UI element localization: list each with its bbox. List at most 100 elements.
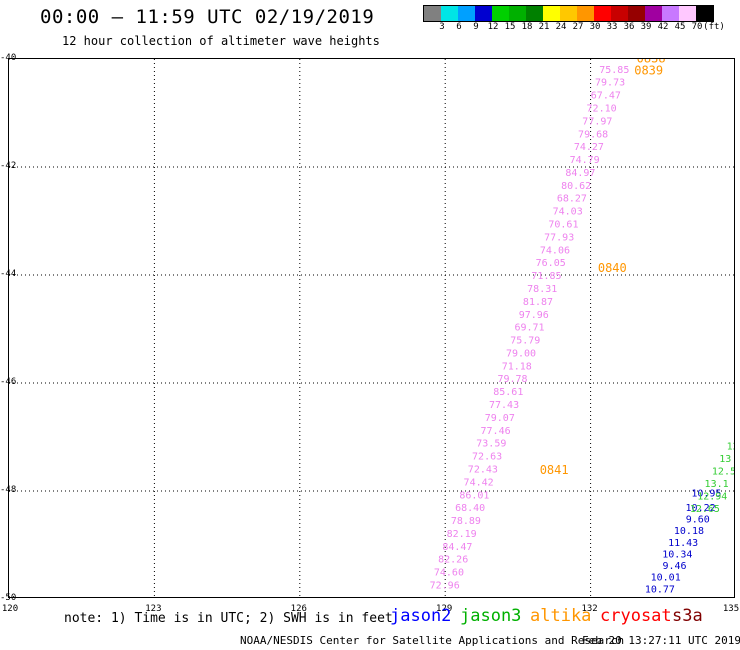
altika-swh-value: 85.61 <box>493 387 523 398</box>
altika-time-label: 0838 <box>637 59 666 66</box>
altika-swh-value: 72.96 <box>430 581 460 592</box>
colorbar-swatch <box>696 6 713 21</box>
longitude-label: 132 <box>581 604 598 614</box>
colorbar-label: 6 <box>456 22 462 32</box>
jason3-swh-value: 12.5 <box>712 467 734 478</box>
colorbar-label: 12 <box>487 22 499 32</box>
legend-altika: altika <box>530 606 592 626</box>
colorbar-swatch <box>509 6 526 21</box>
colorbar-labels: 3 6 9 12 15 18 21 24 27 30 33 36 39 42 45 70 (ft) <box>423 22 740 34</box>
altika-swh-value: 79.78 <box>497 374 527 385</box>
colorbar-label: 9 <box>473 22 479 32</box>
colorbar-label: 30 <box>589 22 601 32</box>
colorbar-label: 27 <box>572 22 584 32</box>
altika-swh-value: 73.59 <box>476 439 506 450</box>
jason2-swh-value: 11.43 <box>668 538 698 549</box>
legend-jason2: jason2 <box>390 606 452 626</box>
altika-swh-value: 76.05 <box>536 258 566 269</box>
note-text: note: 1) Time is in UTC; 2) SWH is in fe… <box>64 611 393 626</box>
colorbar-swatch <box>492 6 509 21</box>
colorbar-swatch <box>543 6 560 21</box>
map-plot-area: 75.85 79.73 67.47 72.10 77.97 79.68 74.27 74.79… <box>8 58 735 598</box>
altika-swh-value: 84.97 <box>565 168 595 179</box>
colorbar-label: 70 <box>691 22 703 32</box>
altika-swh-value: 81.87 <box>523 297 553 308</box>
colorbar-swatch <box>424 6 441 21</box>
jason2-swh-value: 10.77 <box>645 584 675 595</box>
jason2-swh-value: 10.01 <box>651 573 681 584</box>
altika-swh-value: 68.40 <box>455 503 485 514</box>
legend-cryosat: cryosat <box>600 606 672 626</box>
altika-swh-value: 77.43 <box>489 400 519 411</box>
altika-swh-value: 78.31 <box>527 284 557 295</box>
altika-swh-value: 97.96 <box>519 310 549 321</box>
altika-swh-value: 72.10 <box>587 103 617 114</box>
colorbar-swatch <box>577 6 594 21</box>
altika-swh-value: 74.27 <box>574 142 604 153</box>
footer-credit: NOAA/NESDIS Center for Satellite Applica… <box>240 634 625 647</box>
colorbar-label: 36 <box>623 22 635 32</box>
colorbar-label: 39 <box>640 22 652 32</box>
altika-swh-value: 74.42 <box>464 477 494 488</box>
altika-swh-value: 77.93 <box>544 232 574 243</box>
map-subtitle: 12 hour collection of altimeter wave hei… <box>62 34 380 48</box>
altika-swh-value: 78.89 <box>451 516 481 527</box>
altika-swh-value: 70.61 <box>548 220 578 231</box>
altika-swh-value: 77.46 <box>481 426 511 437</box>
jason3-swh-value: 13 <box>719 454 731 465</box>
colorbar-label: (ft) <box>703 22 725 32</box>
altika-swh-value: 79.68 <box>578 129 608 140</box>
altika-swh-value: 82.19 <box>447 529 477 540</box>
colorbar-label: 21 <box>538 22 550 32</box>
altika-swh-value: 77.97 <box>582 116 612 127</box>
altika-swh-value: 74.79 <box>570 155 600 166</box>
altika-swh-value: 86.01 <box>459 490 489 501</box>
altika-swh-value: 79.07 <box>485 413 515 424</box>
colorbar-label: 15 <box>504 22 516 32</box>
longitude-label: 123 <box>145 604 162 614</box>
legend-jason3: jason3 <box>460 606 522 626</box>
legend-s3a: s3a <box>672 606 703 626</box>
colorbar-swatch <box>679 6 696 21</box>
altika-swh-value: 69.71 <box>514 323 544 334</box>
altika-time-label: 0840 <box>598 261 627 275</box>
altika-swh-value: 79.73 <box>595 78 625 89</box>
longitude-label: 126 <box>290 604 307 614</box>
colorbar-swatch <box>611 6 628 21</box>
latitude-label: -42 <box>0 161 17 171</box>
latitude-label: -40 <box>0 53 17 63</box>
colorbar-swatch <box>458 6 475 21</box>
jason2-swh-value: 9.60 <box>686 515 710 526</box>
altika-swh-value: 68.27 <box>557 194 587 205</box>
jason3-swh-value: 13.1 <box>705 479 729 490</box>
colorbar-label: 42 <box>657 22 669 32</box>
longitude-label: 129 <box>436 604 453 614</box>
altika-swh-value: 71.85 <box>531 271 561 282</box>
jason2-swh-value: 10.95 <box>691 489 721 500</box>
altika-time-label: 0839 <box>634 63 663 77</box>
colorbar-swatch <box>594 6 611 21</box>
latitude-label: -46 <box>0 377 17 387</box>
colorbar-label: 24 <box>555 22 567 32</box>
colorbar-swatch <box>560 6 577 21</box>
altika-swh-value: 72.43 <box>468 464 498 475</box>
footer-timestamp: Feb 20 13:27:11 UTC 2019 <box>582 634 740 647</box>
colorbar-swatch <box>441 6 458 21</box>
altika-swh-value: 82.26 <box>438 555 468 566</box>
altika-swh-value: 74.03 <box>553 207 583 218</box>
jason2-swh-value: 10.22 <box>686 503 716 514</box>
colorbar-label: 33 <box>606 22 618 32</box>
colorbar-label: 18 <box>521 22 533 32</box>
altika-swh-value: 84.47 <box>442 542 472 553</box>
altika-time-label: 0841 <box>540 463 569 477</box>
altika-swh-value: 74.60 <box>434 568 464 579</box>
longitude-label: 135 <box>722 604 740 614</box>
colorbar-swatch <box>475 6 492 21</box>
colorbar-swatch <box>662 6 679 21</box>
colorbar-label: 45 <box>674 22 686 32</box>
colorbar-label: 3 <box>439 22 445 32</box>
colorbar-swatch <box>645 6 662 21</box>
jason3-swh-value: 12 <box>727 442 734 453</box>
jason2-swh-value: 10.34 <box>662 549 692 560</box>
